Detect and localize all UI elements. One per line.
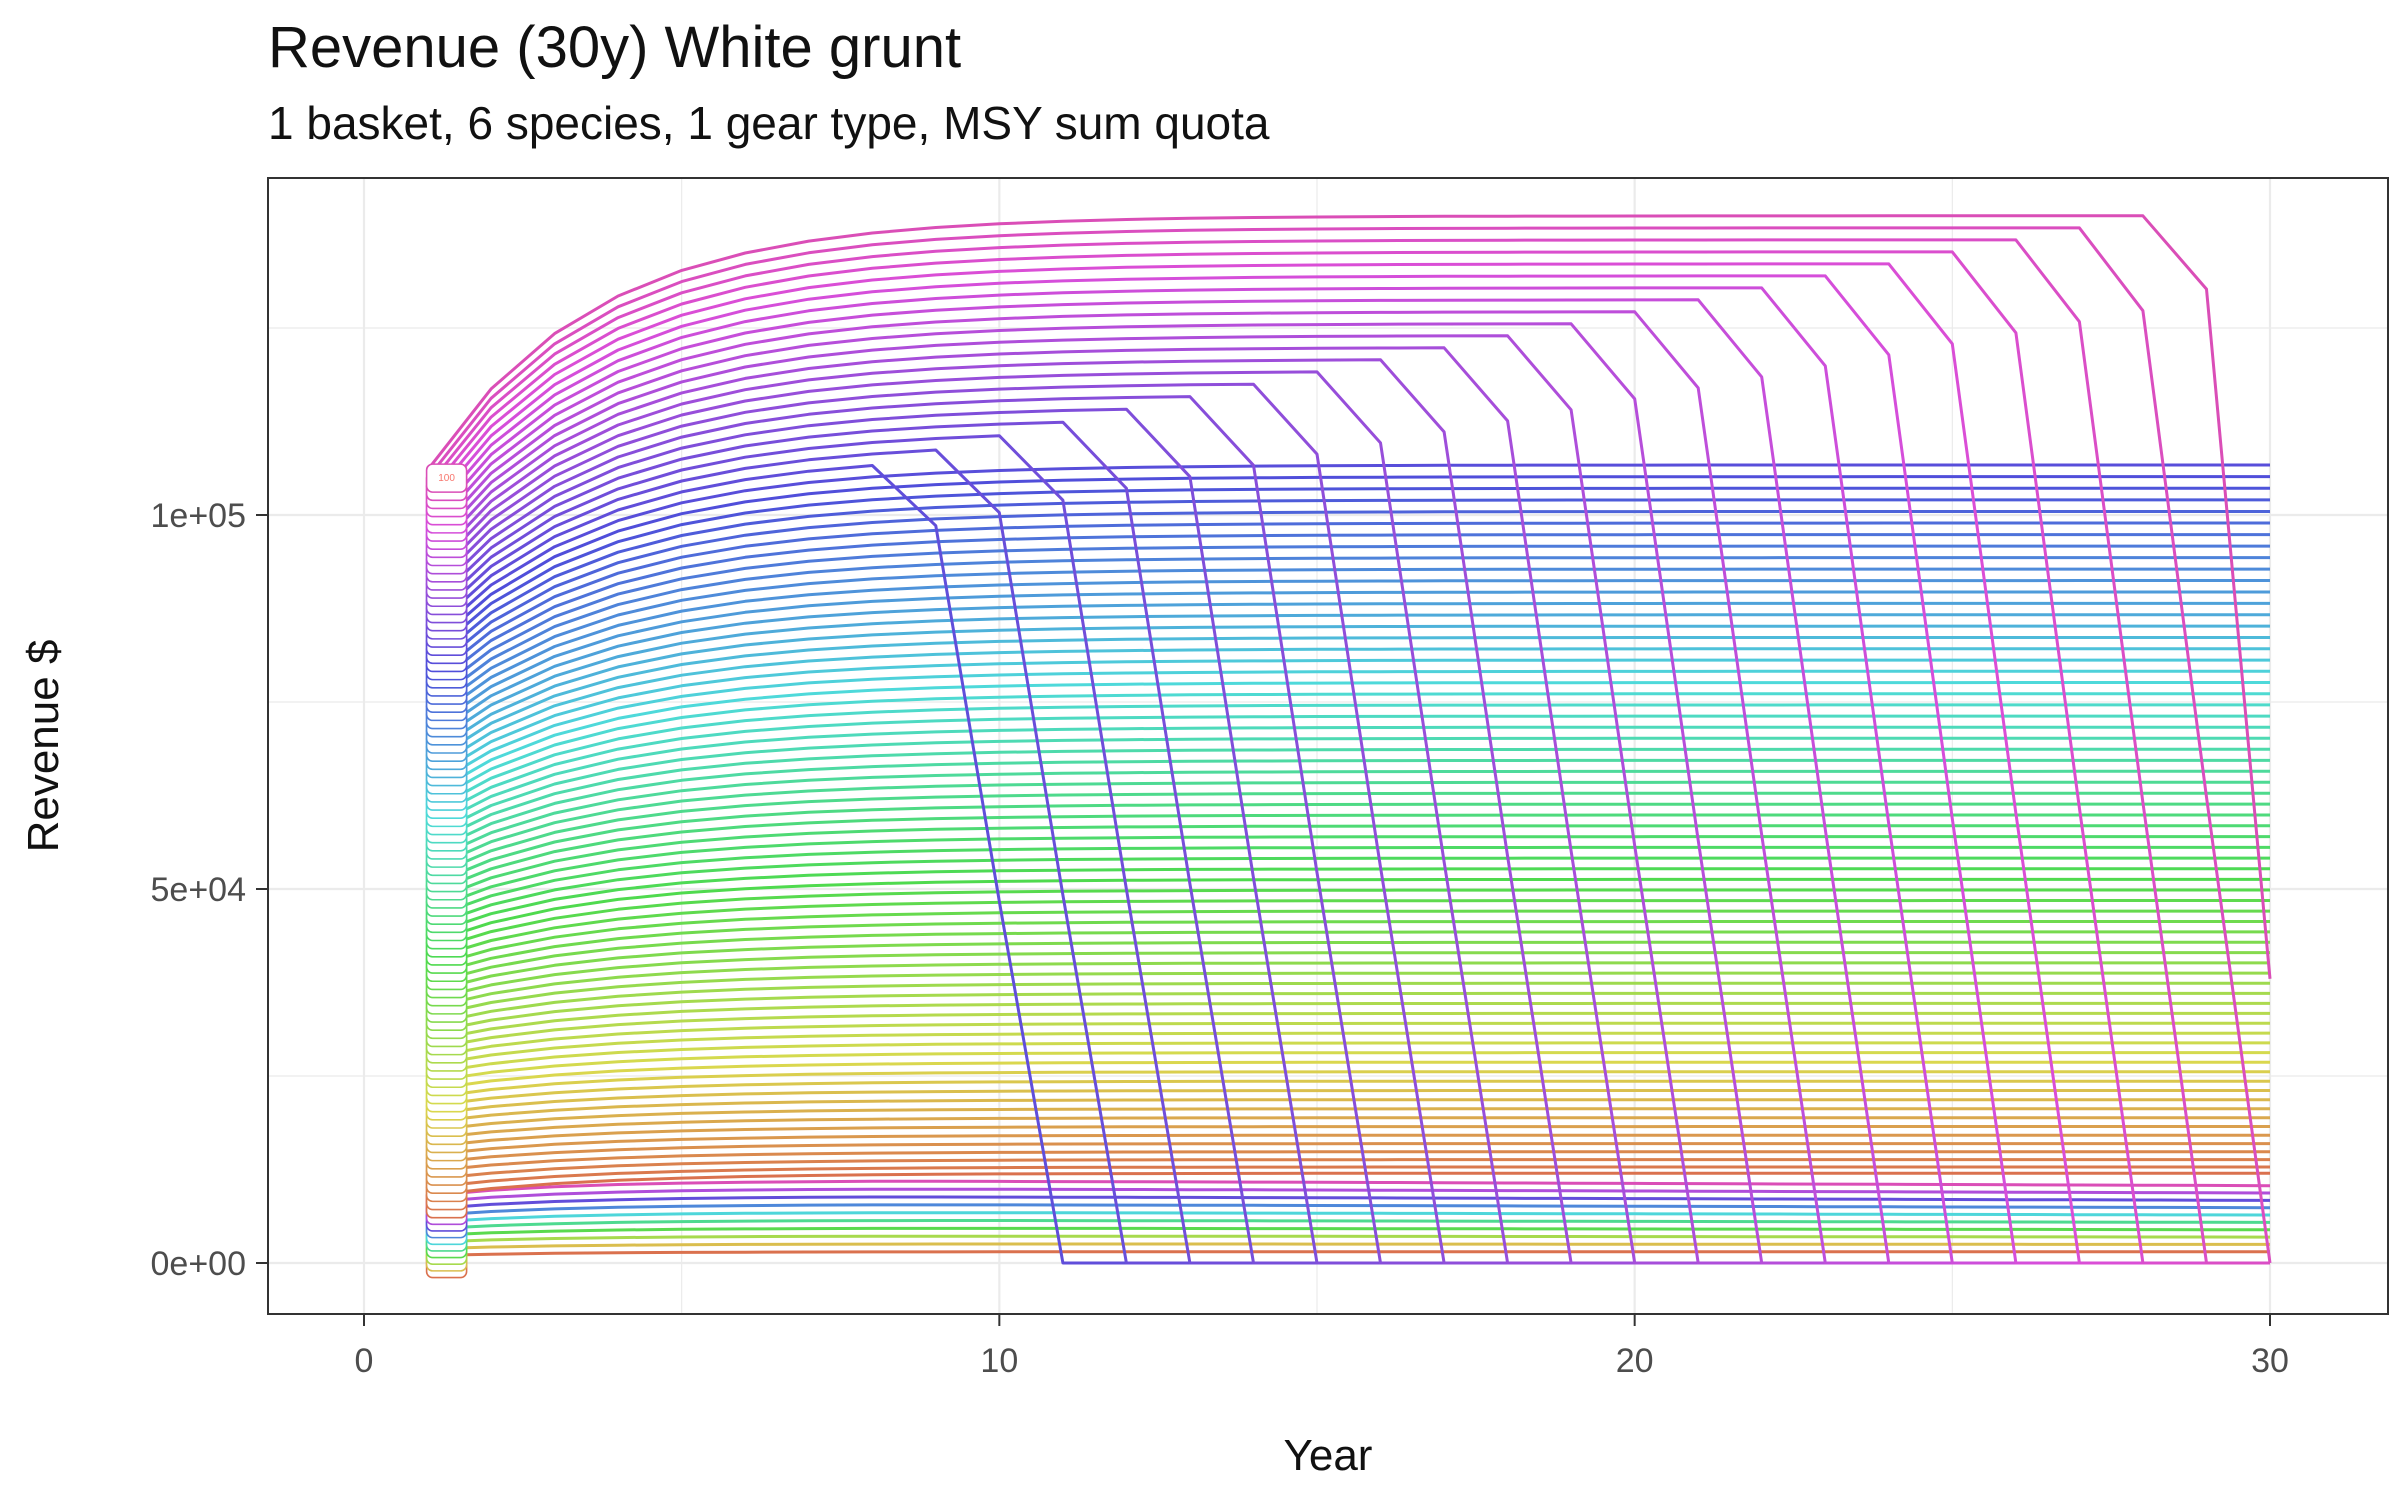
series-line <box>426 463 2270 643</box>
chart-subtitle: 1 basket, 6 species, 1 gear type, MSY su… <box>268 97 1270 149</box>
series-line <box>427 1187 2271 1204</box>
series-lines <box>426 214 2272 1265</box>
series-line <box>427 961 2270 1010</box>
series-line <box>426 703 2270 814</box>
x-axis-title: Year <box>1284 1431 1373 1480</box>
series-line <box>426 486 2270 659</box>
series-line <box>426 556 2270 708</box>
series-line <box>427 909 2270 969</box>
series-line <box>427 1098 2270 1124</box>
series-line <box>427 1179 2271 1198</box>
series-line <box>426 579 2270 725</box>
series-line <box>426 250 2270 1265</box>
x-tick-label: 10 <box>980 1342 1018 1380</box>
series-line <box>426 475 2270 651</box>
series-line <box>426 214 2272 979</box>
series-line <box>426 681 2270 798</box>
series-line <box>426 647 2270 774</box>
series-line <box>427 940 2270 994</box>
series-line <box>426 758 2270 855</box>
series-line <box>427 1133 2270 1157</box>
series-line <box>426 791 2270 880</box>
series-line <box>426 226 2272 1264</box>
series-line <box>426 590 2270 733</box>
series-line <box>427 1203 2271 1218</box>
series-line <box>426 669 2270 790</box>
y-tick-label: 5e+04 <box>151 871 247 909</box>
y-axis-title: Revenue $ <box>19 640 68 853</box>
series-line <box>427 920 2270 978</box>
axes: 0 10 20 30 0e+00 5e+04 1e+05 <box>151 497 2289 1380</box>
series-line <box>426 736 2270 839</box>
series-line <box>427 1171 2270 1198</box>
series-line <box>426 262 2270 1265</box>
series-line <box>427 991 2270 1035</box>
series-label-box <box>425 463 468 493</box>
series-line <box>427 1011 2270 1051</box>
x-tick-label: 0 <box>355 1342 374 1380</box>
panel-border <box>267 177 2389 1315</box>
series-line <box>427 1165 2270 1189</box>
series-line <box>426 286 2270 1265</box>
series-line <box>426 747 2270 847</box>
series-line <box>427 1107 2270 1132</box>
y-tick-label: 1e+05 <box>151 497 247 535</box>
chart-title: Revenue (30y) White grunt <box>268 15 962 80</box>
series-line <box>427 1089 2270 1116</box>
series-line <box>427 877 2270 945</box>
y-tick-label: 0e+00 <box>151 1245 247 1283</box>
series-line <box>427 951 2270 1002</box>
series-line <box>427 1226 2270 1238</box>
series-label-text: 100 <box>438 473 455 484</box>
series-line <box>427 1051 2270 1083</box>
series-line <box>427 1125 2270 1149</box>
series-line <box>426 544 2270 700</box>
x-tick-label: 30 <box>2251 1342 2289 1380</box>
series-line <box>427 1031 2271 1067</box>
series-line <box>426 769 2270 863</box>
series-line <box>427 1142 2270 1165</box>
series-line <box>426 780 2270 871</box>
series-line <box>427 1041 2270 1075</box>
series-line <box>427 1001 2270 1043</box>
series-line <box>426 824 2270 904</box>
series-line <box>427 1195 2271 1211</box>
x-tick-label: 20 <box>1616 1342 1654 1380</box>
series-line <box>427 1079 2270 1108</box>
series-line <box>426 510 2270 676</box>
series-labels: 100 <box>425 463 468 1279</box>
series-line <box>427 930 2270 986</box>
series-line <box>427 1219 2271 1231</box>
series-line <box>427 1211 2271 1224</box>
series-line <box>426 835 2270 912</box>
series-line <box>426 238 2270 1265</box>
series-line <box>427 971 2270 1018</box>
series-line <box>427 1158 2270 1181</box>
series-line <box>426 845 2270 920</box>
series-line <box>426 725 2270 831</box>
series-line <box>426 714 2270 823</box>
series-line <box>426 813 2270 896</box>
series-line <box>427 981 2270 1026</box>
series-line <box>426 498 2270 667</box>
series-line <box>427 867 2270 937</box>
series-line <box>426 533 2270 692</box>
series-line <box>426 636 2270 765</box>
series-line <box>426 802 2270 888</box>
series-line <box>426 274 2270 1265</box>
series-line <box>426 624 2270 757</box>
series-line <box>427 1150 2270 1173</box>
series-line <box>426 567 2270 716</box>
series-line <box>427 856 2270 929</box>
series-line <box>426 692 2270 806</box>
series-line <box>427 1234 2271 1244</box>
series-line <box>426 613 2270 749</box>
series-line <box>427 1242 2270 1251</box>
series-line <box>427 1250 2270 1257</box>
series-line <box>426 521 2270 684</box>
series-line <box>427 1116 2270 1141</box>
series-line <box>427 1021 2270 1059</box>
series-line <box>426 601 2270 741</box>
